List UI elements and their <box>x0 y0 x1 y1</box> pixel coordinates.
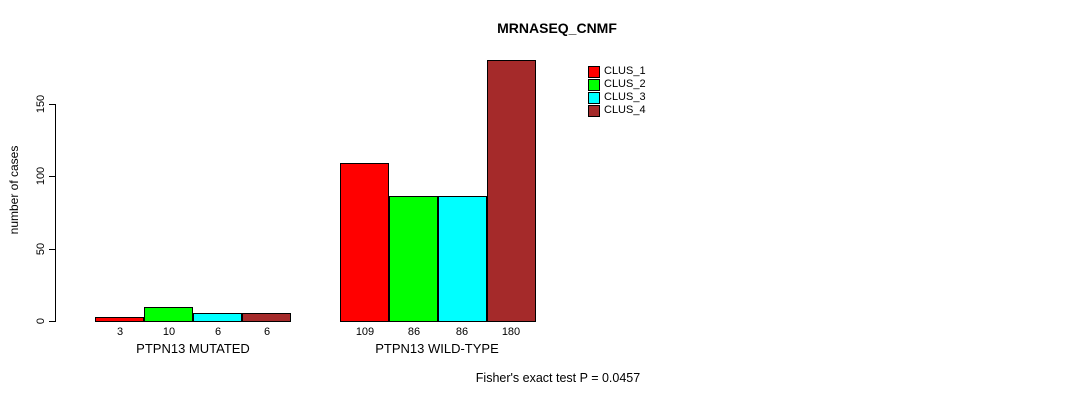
legend-label-clus3: CLUS_3 <box>604 91 646 103</box>
bar-clus3-mutated <box>193 313 242 322</box>
bar-value-label-clus3-wildtype: 86 <box>455 326 469 338</box>
legend-row-clus4: CLUS_4 <box>588 104 646 117</box>
y-axis-tick-label-100: 100 <box>35 166 47 186</box>
bar-clus4-mutated <box>242 313 291 322</box>
x-category-label-wildtype: PTPN13 WILD-TYPE <box>375 341 499 356</box>
legend-label-clus1: CLUS_1 <box>604 65 646 77</box>
chart-title: MRNASEQ_CNMF <box>497 20 617 36</box>
legend-swatch-clus1 <box>588 65 600 78</box>
bar-value-label-clus2-wildtype: 86 <box>407 326 421 338</box>
y-axis-tick-100 <box>49 176 55 177</box>
y-axis-tick-150 <box>49 104 55 105</box>
bar-value-label-clus1-wildtype: 109 <box>355 326 375 338</box>
y-axis-tick-label-0: 0 <box>35 317 47 325</box>
legend-label-clus4: CLUS_4 <box>604 104 646 116</box>
y-axis-tick-label-150: 150 <box>35 94 47 114</box>
bar-value-label-clus3-mutated: 6 <box>214 326 222 338</box>
legend-row-clus1: CLUS_1 <box>588 65 646 78</box>
x-category-label-mutated: PTPN13 MUTATED <box>136 341 250 356</box>
y-axis-label: number of cases <box>7 145 21 235</box>
legend-row-clus3: CLUS_3 <box>588 91 646 104</box>
bar-value-label-clus4-wildtype: 180 <box>501 326 521 338</box>
legend-swatch-clus2 <box>588 78 600 91</box>
legend-label-clus2: CLUS_2 <box>604 78 646 90</box>
legend-row-clus2: CLUS_2 <box>588 78 646 91</box>
legend-swatch-clus4 <box>588 104 600 117</box>
y-axis-line <box>55 104 56 322</box>
bar-clus1-mutated <box>95 317 144 322</box>
pvalue-annotation: Fisher's exact test P = 0.0457 <box>475 371 641 385</box>
bar-clus3-wildtype <box>438 196 487 322</box>
bar-value-label-clus2-mutated: 10 <box>162 326 176 338</box>
legend: CLUS_1 CLUS_2 CLUS_3 CLUS_4 <box>588 65 646 117</box>
y-axis-tick-0 <box>49 321 55 322</box>
y-axis-tick-50 <box>49 249 55 250</box>
bar-value-label-clus1-mutated: 3 <box>116 326 124 338</box>
bar-value-label-clus4-mutated: 6 <box>263 326 271 338</box>
bar-clus2-mutated <box>144 307 193 322</box>
bar-clus4-wildtype <box>487 60 536 322</box>
bar-clus1-wildtype <box>340 163 389 322</box>
legend-swatch-clus3 <box>588 91 600 104</box>
bar-clus2-wildtype <box>389 196 438 322</box>
y-axis-tick-label-50: 50 <box>35 242 47 256</box>
